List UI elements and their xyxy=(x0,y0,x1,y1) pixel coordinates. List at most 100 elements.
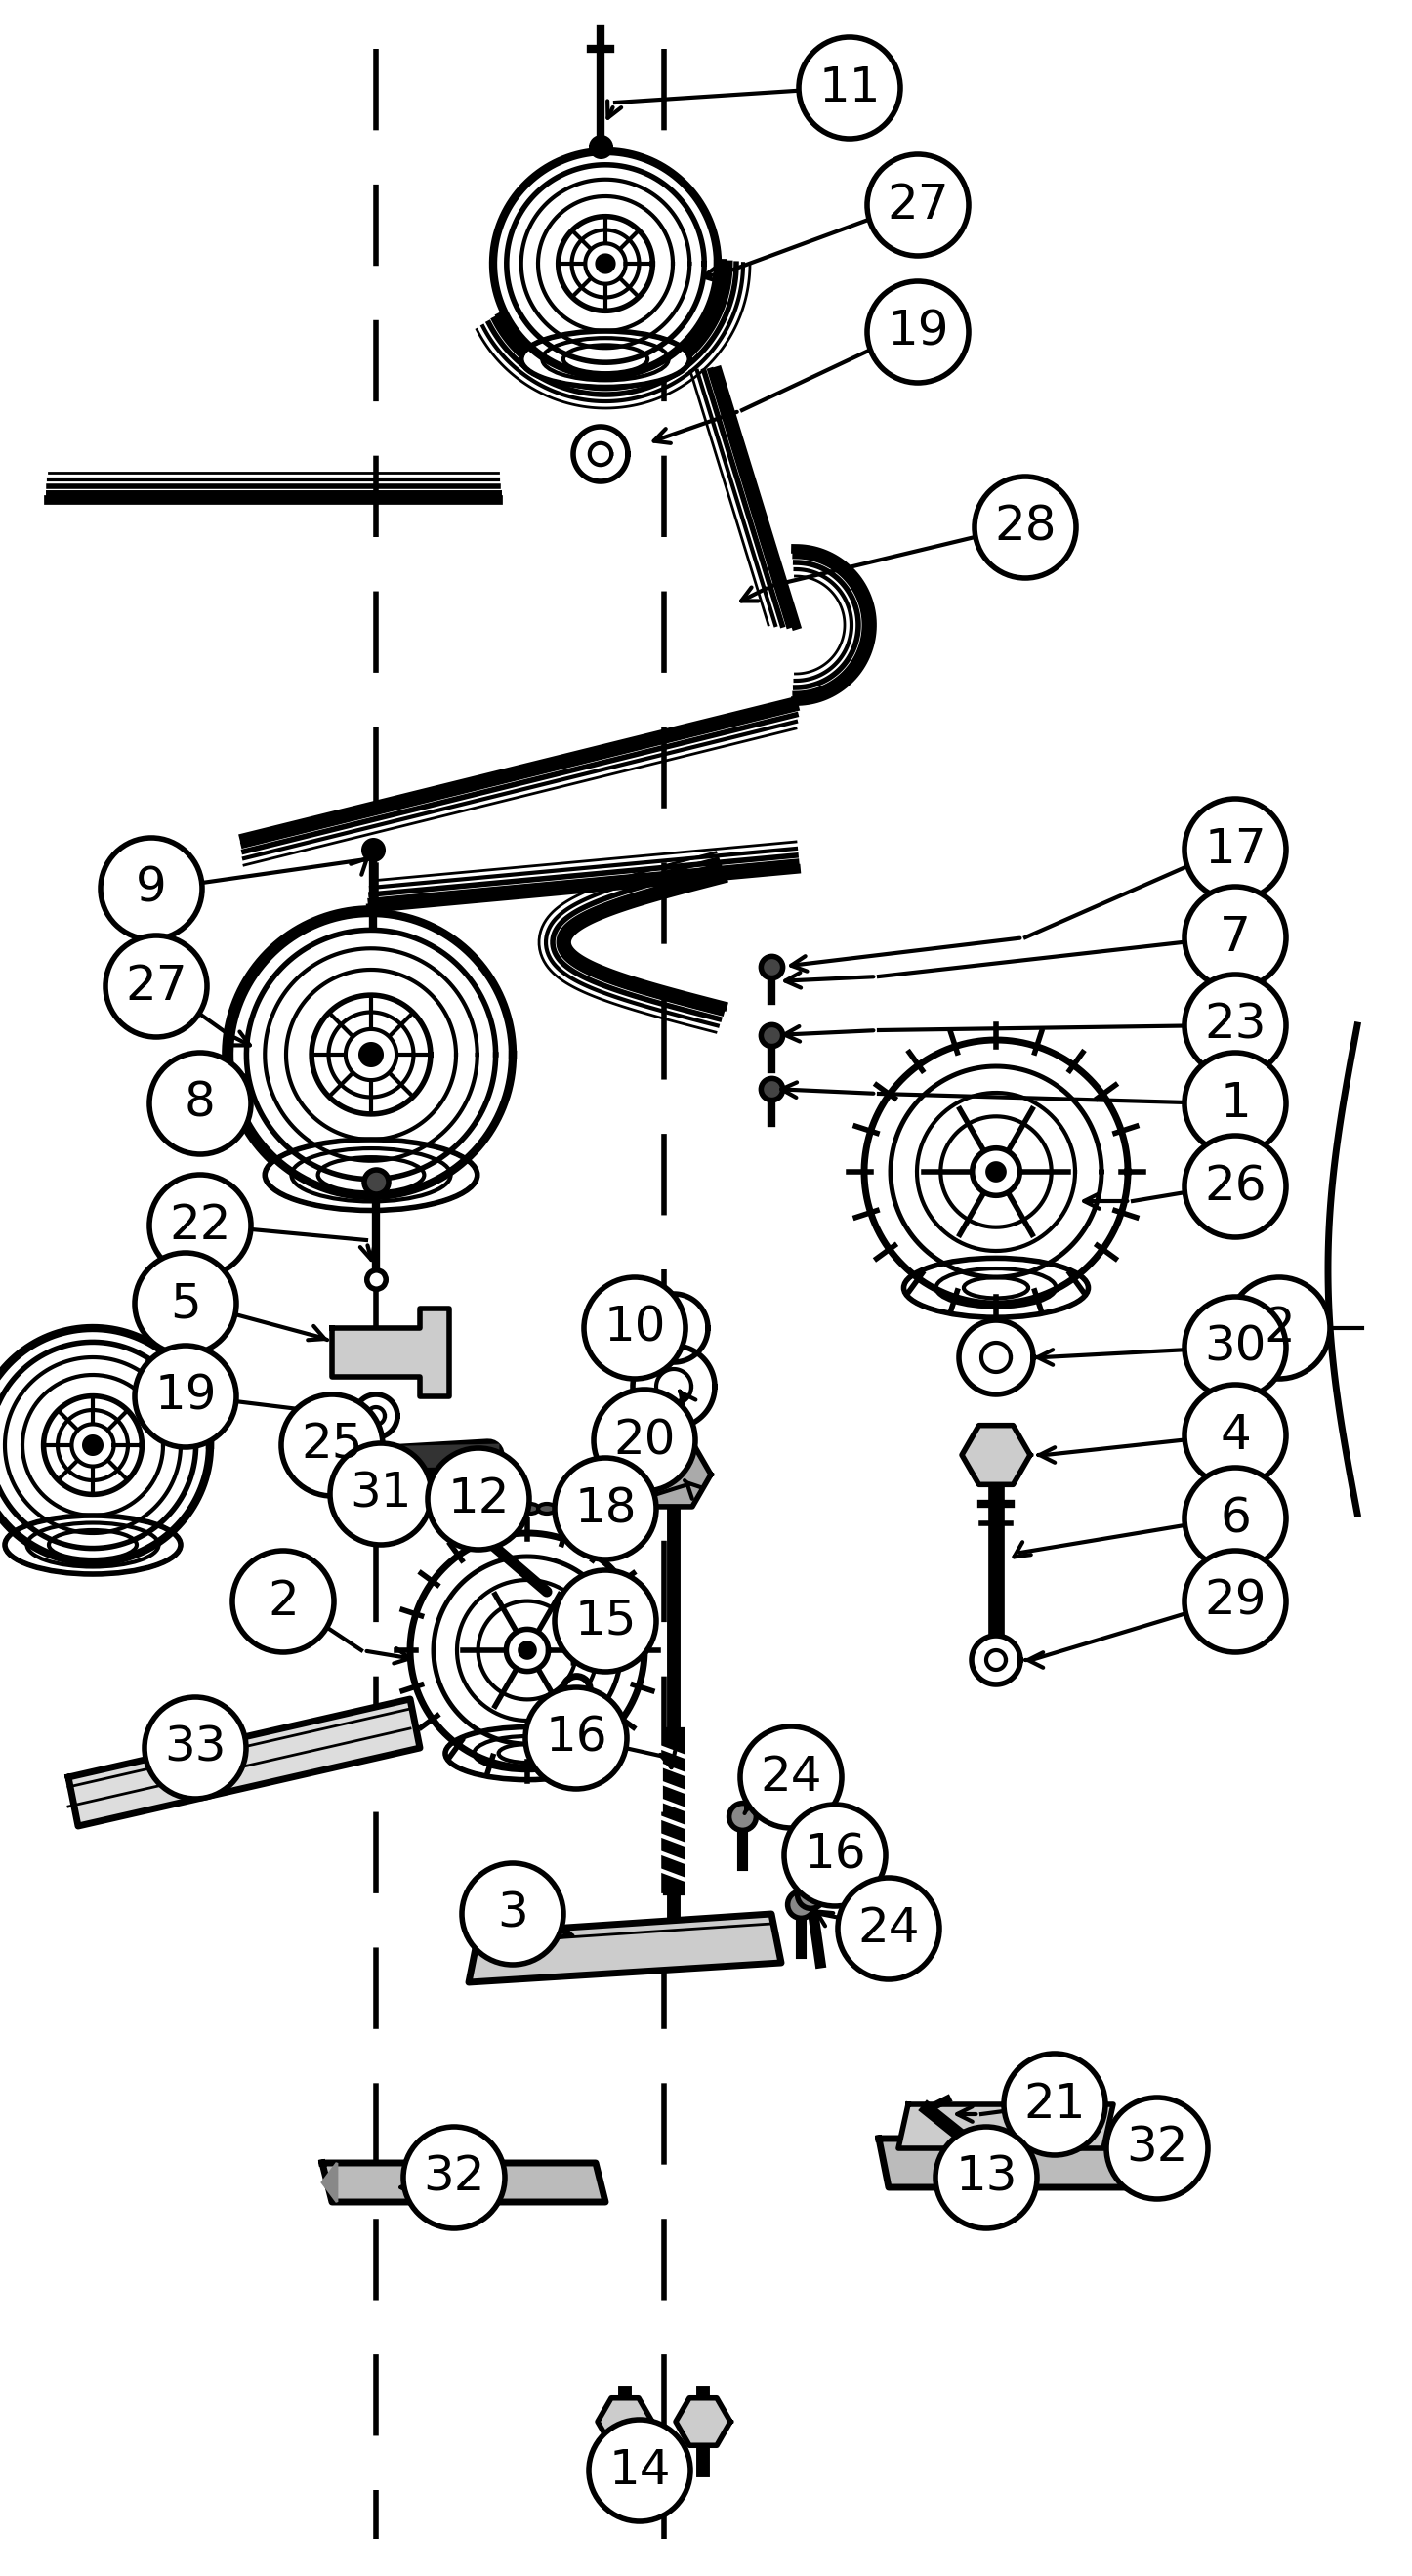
Circle shape xyxy=(106,935,208,1038)
Polygon shape xyxy=(354,1394,397,1437)
Polygon shape xyxy=(973,1149,1019,1195)
Text: 32: 32 xyxy=(424,2154,486,2200)
Text: 27: 27 xyxy=(126,963,188,1010)
Polygon shape xyxy=(898,2105,1113,2148)
Circle shape xyxy=(593,1388,695,1492)
Polygon shape xyxy=(0,1329,210,1564)
Ellipse shape xyxy=(455,1504,472,1515)
Circle shape xyxy=(837,1878,939,1978)
Circle shape xyxy=(404,2128,505,2228)
Circle shape xyxy=(462,1862,563,1965)
Polygon shape xyxy=(971,1636,1021,1685)
Polygon shape xyxy=(962,1425,1031,1484)
Circle shape xyxy=(330,1443,432,1546)
Text: 13: 13 xyxy=(956,2154,1017,2200)
Ellipse shape xyxy=(538,1504,555,1515)
Circle shape xyxy=(740,1726,842,1829)
Text: 32: 32 xyxy=(1127,2125,1187,2172)
Ellipse shape xyxy=(904,1257,1089,1316)
Text: 21: 21 xyxy=(1024,2081,1086,2128)
Polygon shape xyxy=(597,2398,652,2445)
Polygon shape xyxy=(987,1162,1005,1180)
Circle shape xyxy=(233,1551,335,1651)
Polygon shape xyxy=(322,2164,606,2202)
Polygon shape xyxy=(312,1445,498,1468)
Polygon shape xyxy=(640,1293,707,1363)
Ellipse shape xyxy=(472,1504,489,1515)
Text: 7: 7 xyxy=(1220,914,1251,961)
Polygon shape xyxy=(493,152,717,376)
Circle shape xyxy=(1185,1551,1286,1651)
Circle shape xyxy=(144,1698,246,1798)
Circle shape xyxy=(281,1394,383,1497)
Polygon shape xyxy=(469,1914,781,1984)
Ellipse shape xyxy=(487,1504,505,1515)
Text: 20: 20 xyxy=(613,1417,675,1463)
Text: 23: 23 xyxy=(1204,1002,1267,1048)
Text: 24: 24 xyxy=(857,1906,919,1953)
Text: 8: 8 xyxy=(185,1079,216,1126)
Text: 18: 18 xyxy=(575,1486,637,1533)
Circle shape xyxy=(867,155,969,255)
Circle shape xyxy=(150,1175,251,1275)
Circle shape xyxy=(1185,799,1286,902)
Ellipse shape xyxy=(504,1504,522,1515)
Polygon shape xyxy=(596,255,614,273)
Polygon shape xyxy=(676,2398,730,2445)
Text: 16: 16 xyxy=(803,1832,866,1878)
Circle shape xyxy=(555,1458,657,1558)
Circle shape xyxy=(974,477,1076,577)
Circle shape xyxy=(585,1278,685,1378)
Circle shape xyxy=(150,1054,251,1154)
Polygon shape xyxy=(520,1641,535,1659)
Ellipse shape xyxy=(421,1504,439,1515)
Circle shape xyxy=(134,1252,236,1355)
Text: 5: 5 xyxy=(169,1280,201,1327)
Text: 11: 11 xyxy=(819,64,881,111)
Circle shape xyxy=(1185,1136,1286,1236)
Polygon shape xyxy=(322,2164,337,2202)
Ellipse shape xyxy=(438,1504,455,1515)
Circle shape xyxy=(1228,1278,1330,1378)
Text: 19: 19 xyxy=(154,1373,216,1419)
Text: 31: 31 xyxy=(350,1471,412,1517)
Text: 12: 12 xyxy=(448,1476,510,1522)
Text: 26: 26 xyxy=(1204,1162,1267,1211)
Ellipse shape xyxy=(445,1726,610,1780)
Circle shape xyxy=(1185,1386,1286,1486)
Text: 30: 30 xyxy=(1204,1324,1267,1370)
Circle shape xyxy=(1107,2097,1207,2200)
Ellipse shape xyxy=(4,1515,181,1574)
Circle shape xyxy=(936,2128,1036,2228)
Circle shape xyxy=(589,2419,690,2522)
Text: 29: 29 xyxy=(1204,1579,1267,1625)
Text: 17: 17 xyxy=(1204,827,1267,873)
Circle shape xyxy=(1185,1296,1286,1399)
Circle shape xyxy=(867,281,969,384)
Polygon shape xyxy=(637,1443,710,1507)
Polygon shape xyxy=(959,1321,1034,1394)
Circle shape xyxy=(100,837,202,940)
Ellipse shape xyxy=(521,332,689,386)
Circle shape xyxy=(1185,886,1286,989)
Circle shape xyxy=(1004,2053,1106,2156)
Polygon shape xyxy=(83,1435,102,1455)
Polygon shape xyxy=(332,1309,449,1396)
Polygon shape xyxy=(878,2138,1152,2187)
Circle shape xyxy=(1185,1054,1286,1154)
Circle shape xyxy=(1185,974,1286,1077)
Text: 27: 27 xyxy=(887,183,949,229)
Text: 19: 19 xyxy=(887,309,949,355)
Circle shape xyxy=(428,1448,530,1551)
Text: 6: 6 xyxy=(1220,1494,1251,1543)
Circle shape xyxy=(134,1345,236,1448)
Polygon shape xyxy=(633,1345,714,1427)
Circle shape xyxy=(784,1806,885,1906)
Text: 1: 1 xyxy=(1220,1079,1251,1126)
Text: 2: 2 xyxy=(268,1579,299,1625)
Circle shape xyxy=(555,1571,657,1672)
Text: 9: 9 xyxy=(136,866,167,912)
Text: 24: 24 xyxy=(760,1754,822,1801)
Circle shape xyxy=(1185,1468,1286,1569)
Text: 22: 22 xyxy=(169,1203,232,1249)
